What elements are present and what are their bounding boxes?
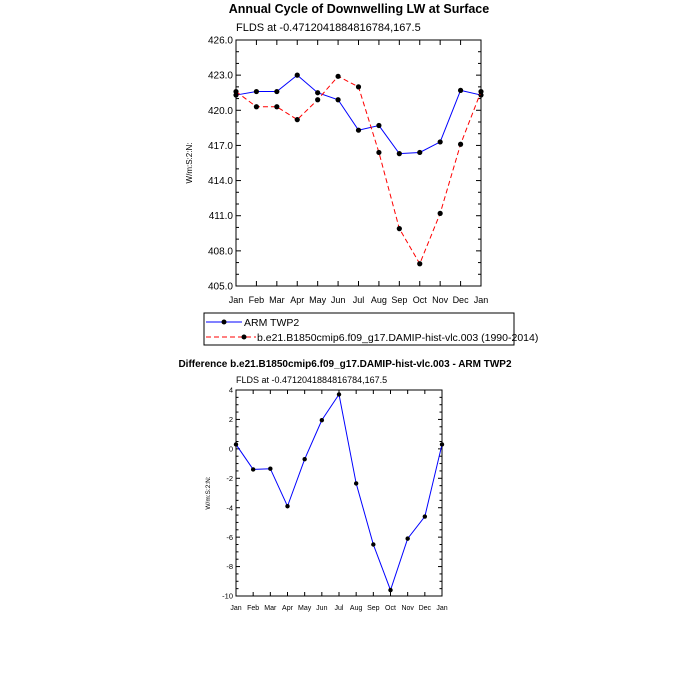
legend-marker-arm-twp2 — [221, 319, 227, 325]
difference-ytick-label: -8 — [226, 562, 233, 571]
difference-series-point-0 — [353, 481, 359, 486]
difference-xtick-label: Jan — [230, 605, 241, 612]
annual-cycle-series-point-1 — [437, 210, 443, 216]
annual-cycle-series-point-0 — [253, 88, 260, 95]
annual-cycle-series-point-1 — [294, 117, 300, 123]
difference-series-point-0 — [422, 514, 428, 519]
difference-ytick-label: 4 — [229, 386, 233, 395]
annual-cycle-series-point-0 — [294, 72, 300, 78]
annual-cycle-series-point-0 — [437, 139, 443, 145]
annual-cycle-series-point-1 — [335, 73, 341, 79]
annual-cycle-ytick-label: 408.0 — [208, 246, 233, 257]
annual-cycle-ytick-label: 414.0 — [208, 176, 233, 187]
annual-cycle-series-point-0 — [396, 151, 402, 157]
annual-cycle-panel: Annual Cycle of Downwelling LW at Surfac… — [185, 2, 538, 346]
annual-cycle-xtick-label: Nov — [432, 295, 449, 305]
difference-series-point-0 — [439, 442, 445, 447]
difference-series-point-0 — [268, 466, 273, 471]
difference-series-point-0 — [250, 467, 256, 472]
legend-label-model: b.e21.B1850cmip6.f09_g17.DAMIP-hist-vlc.… — [257, 332, 538, 344]
difference-ylabel: W/m:S:2:N: — [205, 476, 212, 509]
legend-label-arm-twp2: ARM TWP2 — [244, 317, 299, 329]
annual-cycle-ytick-label: 411.0 — [209, 211, 234, 222]
annual-cycle-series-point-0 — [417, 149, 423, 156]
difference-xtick-label: Dec — [419, 605, 432, 612]
annual-cycle-axes: 405.0 408.0 411.0 414.0 417.0 420.0 423.0 426.0… — [208, 36, 488, 306]
difference-subtitle: FLDS at -0.4712041884816784,167.5 — [236, 375, 387, 385]
annual-cycle-xtick-label: May — [309, 295, 327, 305]
annual-cycle-series-point-1 — [396, 226, 402, 232]
annual-cycle-ytick-label: 423.0 — [208, 71, 233, 82]
annual-cycle-xtick-label: Feb — [249, 295, 265, 305]
difference-ytick-label: 2 — [229, 415, 233, 424]
difference-ytick-label: -4 — [226, 503, 233, 512]
annual-cycle-series-point-1 — [233, 88, 239, 95]
legend-marker-model — [241, 334, 247, 340]
annual-cycle-series-point-1 — [274, 104, 280, 110]
annual-cycle-xtick-label: Apr — [290, 295, 304, 305]
annual-cycle-series-point-1 — [457, 141, 464, 147]
annual-cycle-series-point-0 — [315, 90, 321, 96]
annual-cycle-legend-box — [203, 312, 515, 346]
difference-ytick-label: -2 — [226, 474, 233, 483]
annual-cycle-series — [233, 72, 484, 267]
difference-series-point-0 — [336, 392, 342, 397]
annual-cycle-ytick-label: 417.0 — [208, 141, 233, 152]
difference-series-point-0 — [233, 442, 239, 447]
difference-series-point-0 — [388, 587, 393, 593]
difference-series-point-0 — [302, 456, 307, 462]
annual-cycle-ytick-label: 426.0 — [208, 36, 233, 47]
difference-xtick-label: Sep — [367, 605, 380, 612]
difference-series-point-0 — [285, 504, 290, 509]
annual-cycle-series-point-1 — [478, 88, 484, 95]
difference-series-point-0 — [405, 536, 410, 541]
difference-panel: Difference b.e21.B1850cmip6.f09_g17.DAMI… — [178, 359, 512, 612]
annual-cycle-xtick-label: Dec — [453, 295, 470, 305]
annual-cycle-ytick-label: 420.0 — [208, 106, 233, 117]
annual-cycle-xtick-label: Aug — [371, 295, 387, 305]
difference-xtick-label: Mar — [264, 605, 277, 612]
annual-cycle-ylabel: W/m:S:2:N: — [185, 143, 194, 184]
difference-xtick-label: Aug — [350, 605, 363, 612]
annual-cycle-xtick-label: Oct — [413, 295, 428, 305]
annual-cycle-series-point-0 — [355, 127, 362, 133]
difference-xtick-label: May — [298, 605, 312, 612]
difference-xtick-label: Feb — [247, 605, 259, 612]
difference-axes: -10 -8 -6 -4 -2 0 2 4 Jan Feb Mar Apr May Jun Jul Aug Se… — [222, 386, 448, 612]
annual-cycle-series-point-1 — [355, 84, 362, 90]
annual-cycle-series-point-1 — [376, 149, 382, 156]
annual-cycle-series-point-0 — [376, 122, 382, 129]
annual-cycle-xtick-label: Sep — [391, 295, 407, 305]
difference-xtick-label: Apr — [282, 605, 294, 612]
annual-cycle-xtick-label: Jul — [353, 295, 365, 305]
difference-series-point-0 — [371, 542, 376, 547]
difference-title: Difference b.e21.B1850cmip6.f09_g17.DAMI… — [178, 359, 512, 370]
annual-cycle-xtick-label: Jan — [229, 295, 244, 305]
annual-cycle-series-point-1 — [417, 261, 423, 267]
annual-cycle-xtick-label: Mar — [269, 295, 285, 305]
annual-cycle-xtick-label: Jun — [331, 295, 346, 305]
annual-cycle-series-point-1 — [253, 104, 260, 110]
annual-cycle-series-point-1 — [315, 97, 321, 103]
difference-xtick-label: Nov — [401, 605, 414, 612]
difference-xtick-label: Jan — [436, 605, 447, 612]
difference-ytick-label: -10 — [222, 592, 233, 601]
difference-ytick-label: 0 — [229, 444, 233, 453]
annual-cycle-subtitle: FLDS at -0.4712041884816784,167.5 — [236, 22, 421, 34]
annual-cycle-title: Annual Cycle of Downwelling LW at Surfac… — [229, 2, 489, 16]
annual-cycle-series-point-0 — [457, 87, 464, 93]
annual-cycle-xtick-label: Jan — [474, 295, 489, 305]
difference-series-point-0 — [319, 417, 325, 423]
difference-xtick-label: Oct — [385, 605, 396, 612]
difference-ytick-label: -6 — [226, 533, 233, 542]
annual-cycle-ytick-label: 405.0 — [208, 282, 233, 293]
annual-cycle-series-point-0 — [274, 88, 280, 95]
difference-xtick-label: Jun — [316, 605, 327, 612]
annual-cycle-series-point-0 — [335, 97, 341, 103]
difference-series — [233, 392, 445, 593]
difference-xtick-label: Jul — [335, 605, 344, 612]
